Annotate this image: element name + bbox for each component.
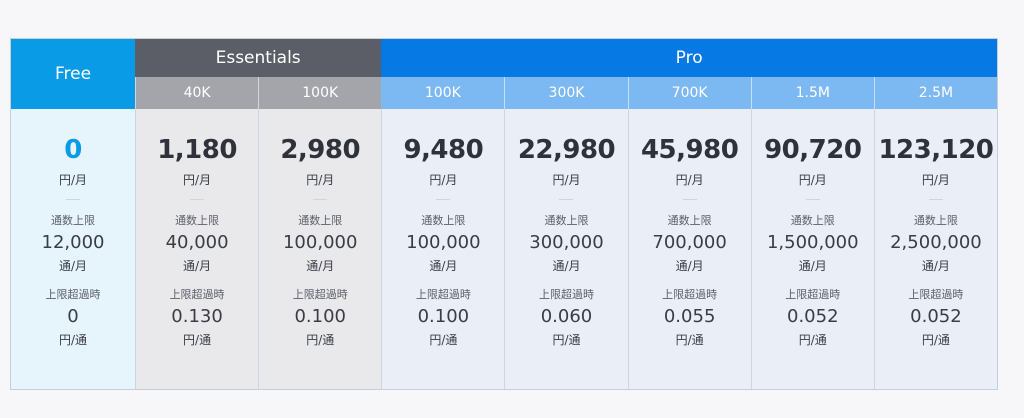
overage-value: 0.100 <box>417 306 470 327</box>
overage-label: 上限超過時 <box>169 288 225 301</box>
overage-label: 上限超過時 <box>662 288 718 301</box>
included-unit: 通/月 <box>675 259 704 273</box>
included-unit: 通/月 <box>921 259 950 273</box>
pricing-table: Free Essentials Pro 40K 100K 100K 300K 7… <box>10 38 998 390</box>
included-value: 100,000 <box>282 232 358 253</box>
price-unit: 円/月 <box>921 173 950 187</box>
divider <box>928 199 943 200</box>
plan-price: 9,480 <box>403 135 484 165</box>
included-label: 通数上限 <box>667 214 712 227</box>
overage-value: 0.055 <box>663 306 716 327</box>
divider <box>436 199 451 200</box>
overage-unit: 円/通 <box>552 333 581 347</box>
plan-column-pro-100k: 9,480 円/月 通数上限 100,000 通/月 上限超過時 0.100 円… <box>381 109 505 389</box>
tier-label: 700K <box>627 77 751 109</box>
included-unit: 通/月 <box>183 259 212 273</box>
overage-label: 上限超過時 <box>538 288 594 301</box>
tier-label: 300K <box>504 77 628 109</box>
included-label: 通数上限 <box>175 214 220 227</box>
plan-column-free: 0 円/月 通数上限 12,000 通/月 上限超過時 0 円/通 <box>11 109 135 389</box>
overage-unit: 円/通 <box>675 333 704 347</box>
plan-price: 90,720 <box>764 135 862 165</box>
tier-label: 2.5M <box>873 77 997 109</box>
included-unit: 通/月 <box>798 259 827 273</box>
price-unit: 円/月 <box>675 173 704 187</box>
overage-value: 0.100 <box>294 306 346 327</box>
included-value: 2,500,000 <box>890 232 982 253</box>
essentials-plan-header: Essentials <box>135 39 382 77</box>
divider <box>66 199 80 200</box>
tier-label: 100K <box>258 77 382 109</box>
free-plan-header: Free <box>11 39 135 109</box>
tier-label: 1.5M <box>750 77 874 109</box>
overage-unit: 円/通 <box>429 333 458 347</box>
overage-unit: 円/通 <box>183 333 212 347</box>
overage-value: 0.130 <box>171 306 223 327</box>
included-value: 700,000 <box>652 232 727 253</box>
included-label: 通数上限 <box>51 214 95 227</box>
plan-price: 0 <box>64 135 82 165</box>
plan-price: 22,980 <box>517 135 616 165</box>
divider <box>559 199 574 200</box>
price-unit: 円/月 <box>306 173 335 187</box>
plan-column-pro-1-5m: 90,720 円/月 通数上限 1,500,000 通/月 上限超過時 0.05… <box>750 109 874 389</box>
included-value: 1,500,000 <box>766 232 859 253</box>
included-label: 通数上限 <box>913 214 958 227</box>
overage-label: 上限超過時 <box>785 288 841 301</box>
plan-column-essentials-40k: 1,180 円/月 通数上限 40,000 通/月 上限超過時 0.130 円/… <box>135 109 259 389</box>
included-unit: 通/月 <box>552 259 581 273</box>
price-unit: 円/月 <box>58 173 88 187</box>
plan-price: 123,120 <box>878 135 994 165</box>
divider <box>805 199 820 200</box>
included-label: 通数上限 <box>298 214 343 227</box>
divider <box>190 199 205 200</box>
tier-label: 40K <box>135 77 259 109</box>
overage-value: 0.052 <box>910 306 962 327</box>
price-unit: 円/月 <box>552 173 581 187</box>
plan-price: 2,980 <box>280 135 361 165</box>
divider <box>313 199 328 200</box>
included-label: 通数上限 <box>790 214 835 227</box>
overage-value: 0 <box>67 306 79 327</box>
overage-value: 0.060 <box>540 306 593 327</box>
overage-unit: 円/通 <box>58 333 88 347</box>
overage-value: 0.052 <box>787 306 839 327</box>
included-value: 100,000 <box>406 232 481 253</box>
price-unit: 円/月 <box>183 173 212 187</box>
plan-price: 1,180 <box>157 135 237 165</box>
price-unit: 円/月 <box>798 173 827 187</box>
included-value: 40,000 <box>165 232 229 253</box>
divider <box>682 199 697 200</box>
included-value: 12,000 <box>41 232 105 253</box>
included-unit: 通/月 <box>429 259 458 273</box>
overage-label: 上限超過時 <box>908 288 964 301</box>
plan-column-pro-700k: 45,980 円/月 通数上限 700,000 通/月 上限超過時 0.055 … <box>627 109 751 389</box>
pro-plan-header: Pro <box>381 39 997 77</box>
overage-unit: 円/通 <box>798 333 827 347</box>
overage-label: 上限超過時 <box>292 288 348 301</box>
overage-label: 上限超過時 <box>415 288 471 301</box>
included-unit: 通/月 <box>58 259 88 273</box>
included-unit: 通/月 <box>306 259 335 273</box>
overage-label: 上限超過時 <box>45 288 101 301</box>
plan-column-essentials-100k: 2,980 円/月 通数上限 100,000 通/月 上限超過時 0.100 円… <box>258 109 382 389</box>
price-unit: 円/月 <box>429 173 458 187</box>
plan-column-pro-300k: 22,980 円/月 通数上限 300,000 通/月 上限超過時 0.060 … <box>504 109 628 389</box>
plan-price: 45,980 <box>640 135 739 165</box>
included-label: 通数上限 <box>421 214 466 227</box>
overage-unit: 円/通 <box>306 333 335 347</box>
included-value: 300,000 <box>529 232 604 253</box>
included-label: 通数上限 <box>544 214 589 227</box>
overage-unit: 円/通 <box>921 333 950 347</box>
plan-column-pro-2-5m: 123,120 円/月 通数上限 2,500,000 通/月 上限超過時 0.0… <box>873 109 997 389</box>
tier-label: 100K <box>381 77 505 109</box>
